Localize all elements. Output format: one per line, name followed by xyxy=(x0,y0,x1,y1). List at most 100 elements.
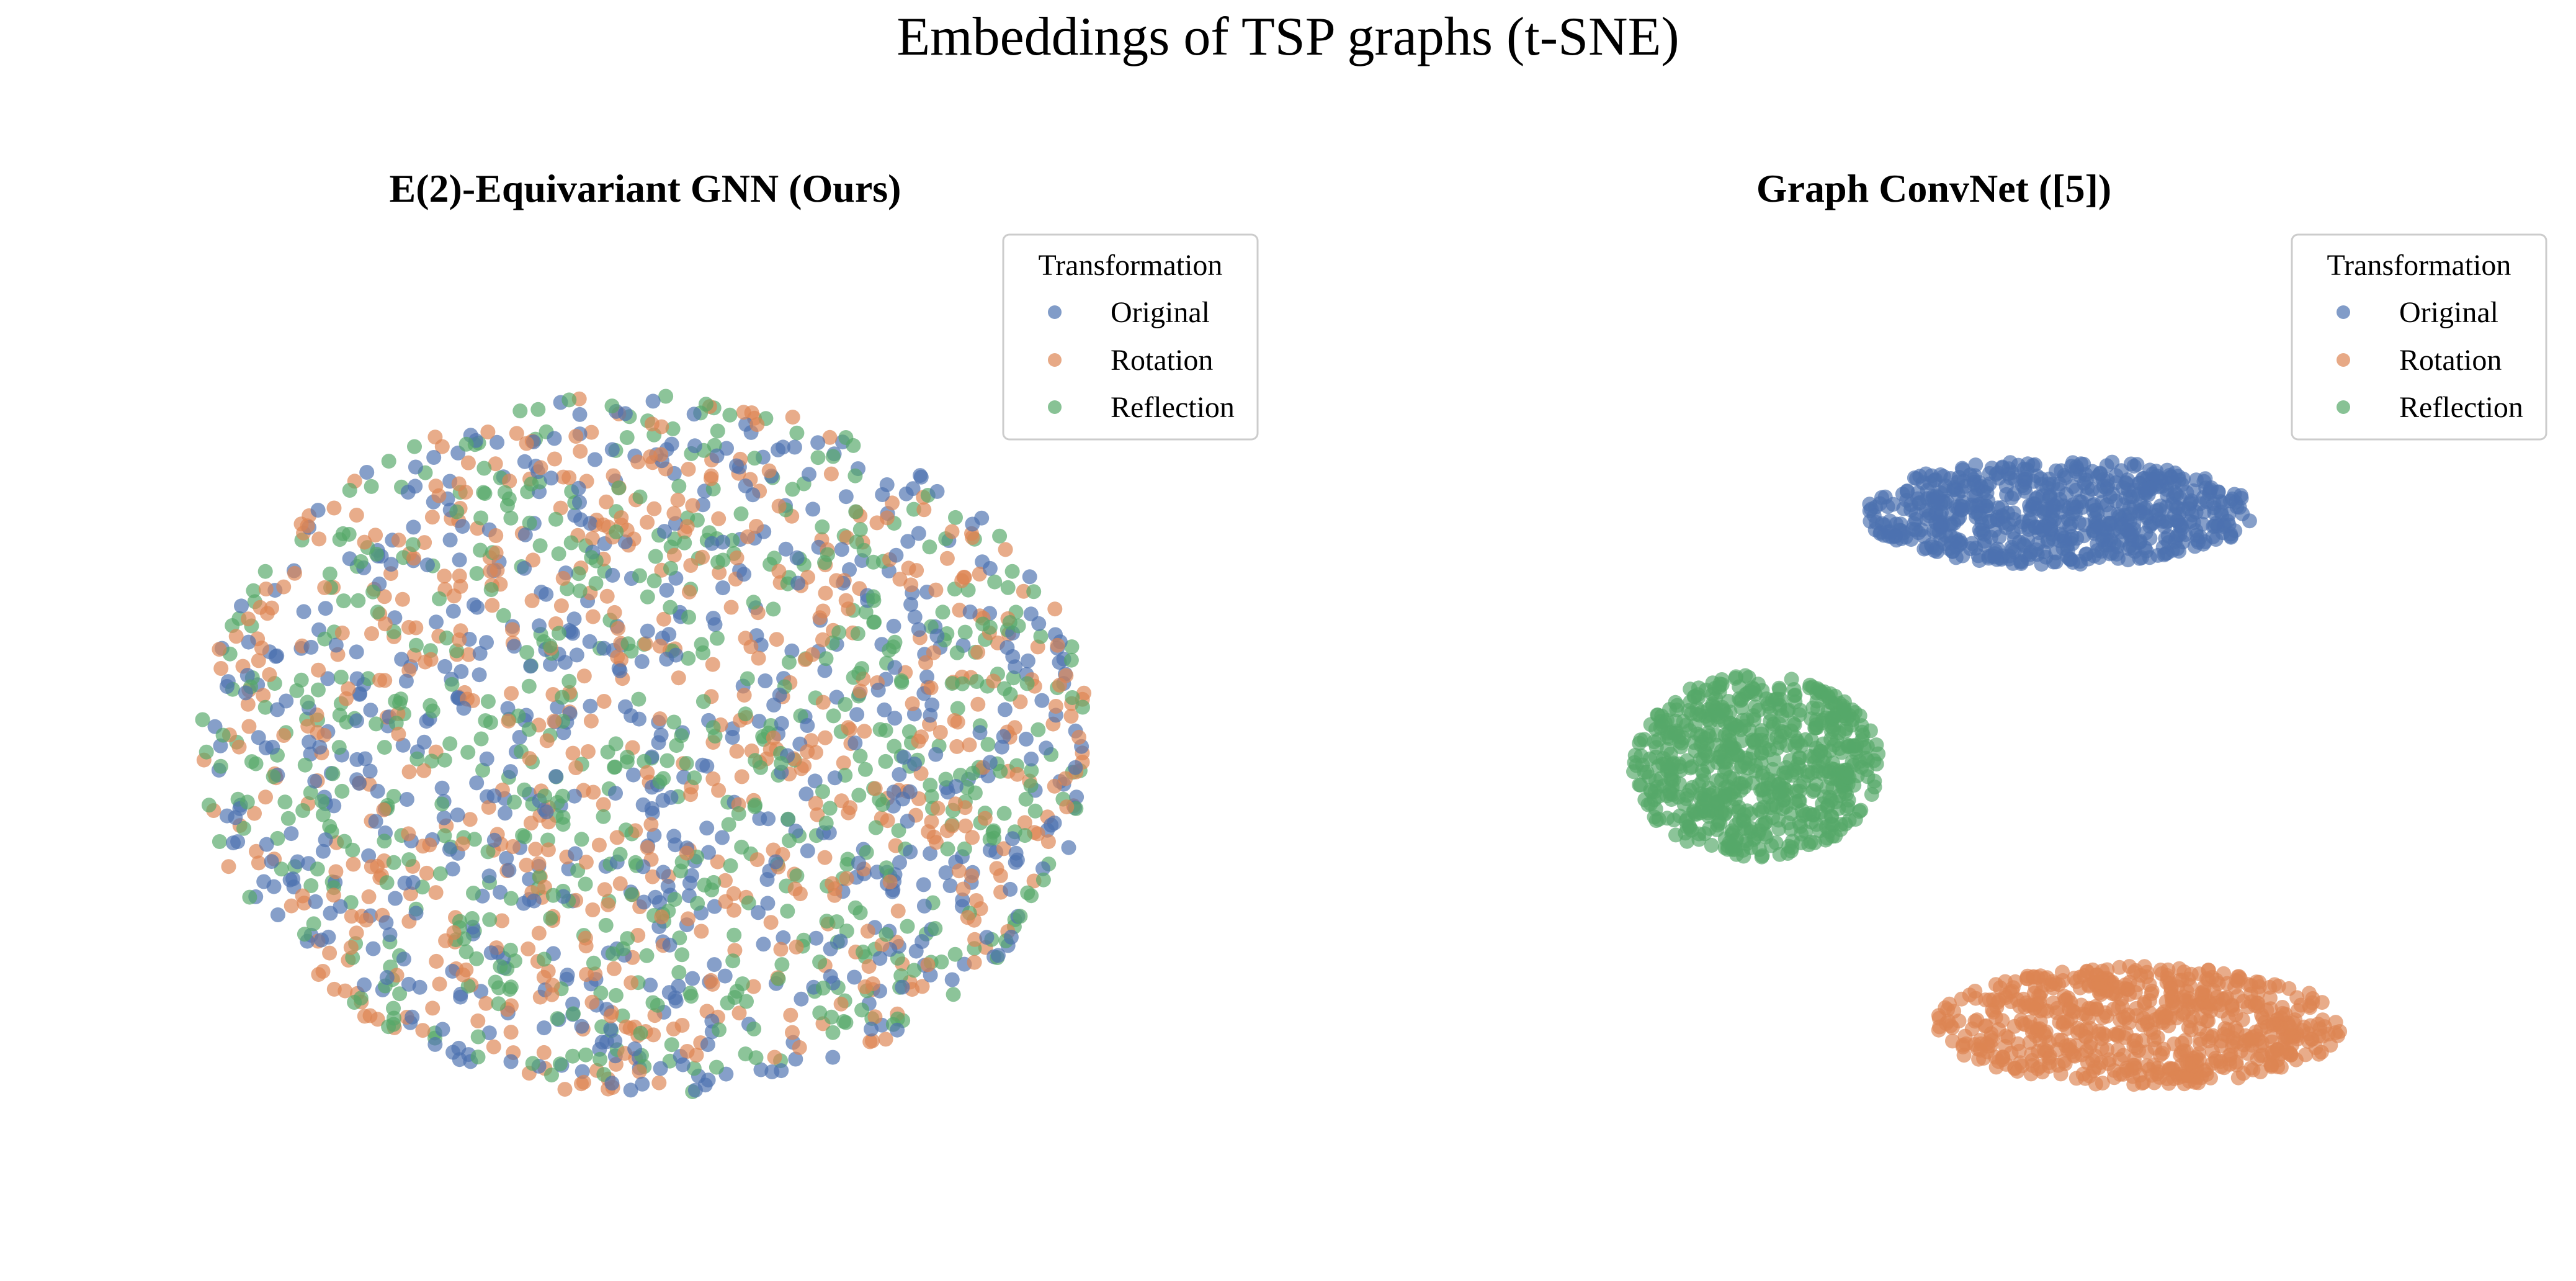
scatter-point-rotation xyxy=(838,593,854,608)
scatter-point-rotation xyxy=(729,744,745,759)
scatter-point-reflection xyxy=(381,454,396,469)
scatter-point-reflection xyxy=(633,1025,648,1041)
scatter-point-rotation xyxy=(470,1013,486,1028)
scatter-point-reflection xyxy=(934,954,949,969)
scatter-point-rotation xyxy=(964,868,979,884)
scatter-point-original xyxy=(1925,492,1940,508)
scatter-point-rotation xyxy=(751,650,766,666)
scatter-point-reflection xyxy=(663,600,678,615)
scatter-point-rotation xyxy=(771,498,787,514)
scatter-point-rotation xyxy=(967,932,983,947)
scatter-point-rotation xyxy=(841,805,856,820)
scatter-point-reflection xyxy=(519,645,535,660)
scatter-point-reflection xyxy=(822,801,838,816)
scatter-point-original xyxy=(1979,485,1995,501)
scatter-point-original xyxy=(877,702,892,717)
scatter-point-rotation xyxy=(679,845,694,861)
scatter-point-original xyxy=(1052,655,1067,670)
scatter-point-reflection xyxy=(681,650,696,666)
scatter-point-original xyxy=(2129,457,2145,472)
scatter-point-reflection xyxy=(866,614,882,630)
scatter-point-reflection xyxy=(1024,763,1039,778)
scatter-point-rotation xyxy=(1048,699,1063,714)
scatter-point-original xyxy=(401,976,416,992)
scatter-point-reflection xyxy=(1871,746,1886,762)
scatter-point-reflection xyxy=(992,528,1008,544)
scatter-point-rotation xyxy=(391,726,406,742)
scatter-point-original xyxy=(900,814,915,829)
scatter-point-original xyxy=(800,843,815,858)
scatter-point-rotation xyxy=(531,856,547,871)
scatter-point-rotation xyxy=(2193,1011,2209,1027)
scatter-point-reflection xyxy=(1075,699,1090,715)
scatter-point-original xyxy=(929,628,945,644)
scatter-point-rotation xyxy=(2114,991,2129,1007)
scatter-point-rotation xyxy=(2209,973,2224,988)
scatter-point-original xyxy=(310,503,326,518)
scatter-point-original xyxy=(1977,526,1992,542)
scatter-point-original xyxy=(604,1076,620,1091)
scatter-point-reflection xyxy=(409,751,425,766)
scatter-point-rotation xyxy=(2062,1001,2077,1017)
scatter-point-reflection xyxy=(1786,716,1801,731)
scatter-point-reflection xyxy=(524,476,539,492)
scatter-point-original xyxy=(2198,534,2213,549)
scatter-point-reflection xyxy=(257,564,273,579)
scatter-point-original xyxy=(938,865,954,881)
scatter-point-reflection xyxy=(303,785,318,801)
scatter-point-rotation xyxy=(276,728,292,743)
scatter-point-original xyxy=(768,854,784,870)
scatter-point-rotation xyxy=(817,850,833,865)
scatter-point-rotation xyxy=(481,799,496,815)
scatter-point-reflection xyxy=(1666,812,1681,828)
scatter-point-reflection xyxy=(825,449,841,464)
scatter-point-rotation xyxy=(221,859,236,874)
scatter-point-original xyxy=(605,567,620,583)
scatter-point-original xyxy=(635,1076,650,1092)
scatter-point-rotation xyxy=(1956,1048,1972,1063)
scatter-point-original xyxy=(400,485,416,500)
scatter-point-original xyxy=(351,776,367,791)
scatter-point-reflection xyxy=(664,1037,679,1053)
scatter-point-reflection xyxy=(848,504,864,519)
scatter-point-reflection xyxy=(687,770,702,786)
scatter-point-original xyxy=(758,673,773,688)
scatter-point-reflection xyxy=(315,807,331,822)
scatter-point-original xyxy=(875,487,890,502)
scatter-point-rotation xyxy=(996,841,1011,856)
scatter-point-reflection xyxy=(512,403,528,419)
scatter-point-rotation xyxy=(326,500,342,516)
scatter-point-rotation xyxy=(317,580,333,595)
scatter-point-rotation xyxy=(1967,984,1983,999)
scatter-point-rotation xyxy=(867,1009,883,1025)
scatter-point-reflection xyxy=(928,921,943,936)
scatter-point-reflection xyxy=(212,834,227,849)
scatter-point-original xyxy=(928,747,944,762)
scatter-point-rotation xyxy=(2175,973,2190,988)
scatter-point-original xyxy=(895,791,911,807)
scatter-point-reflection xyxy=(723,858,738,873)
scatter-point-rotation xyxy=(338,983,353,999)
legend-marker-rotation xyxy=(2337,353,2350,367)
scatter-point-original xyxy=(2198,480,2214,496)
scatter-point-reflection xyxy=(552,1056,568,1072)
scatter-point-original xyxy=(808,930,824,946)
scatter-point-reflection xyxy=(733,506,749,521)
scatter-point-reflection xyxy=(879,927,894,942)
scatter-point-rotation xyxy=(418,654,433,670)
scatter-point-original xyxy=(2170,528,2185,543)
scatter-point-original xyxy=(1039,740,1054,756)
scatter-point-reflection xyxy=(1026,584,1042,600)
scatter-point-rotation xyxy=(841,720,856,735)
scatter-point-reflection xyxy=(392,986,408,1002)
scatter-point-rotation xyxy=(311,967,326,982)
scatter-point-reflection xyxy=(334,783,350,799)
scatter-point-rotation xyxy=(903,577,919,593)
scatter-point-reflection xyxy=(695,694,711,709)
scatter-point-original xyxy=(2132,503,2147,518)
scatter-point-reflection xyxy=(1823,793,1839,808)
scatter-point-original xyxy=(368,814,383,829)
scatter-point-reflection xyxy=(944,676,960,691)
scatter-point-reflection xyxy=(360,671,376,686)
scatter-point-original xyxy=(264,854,279,870)
